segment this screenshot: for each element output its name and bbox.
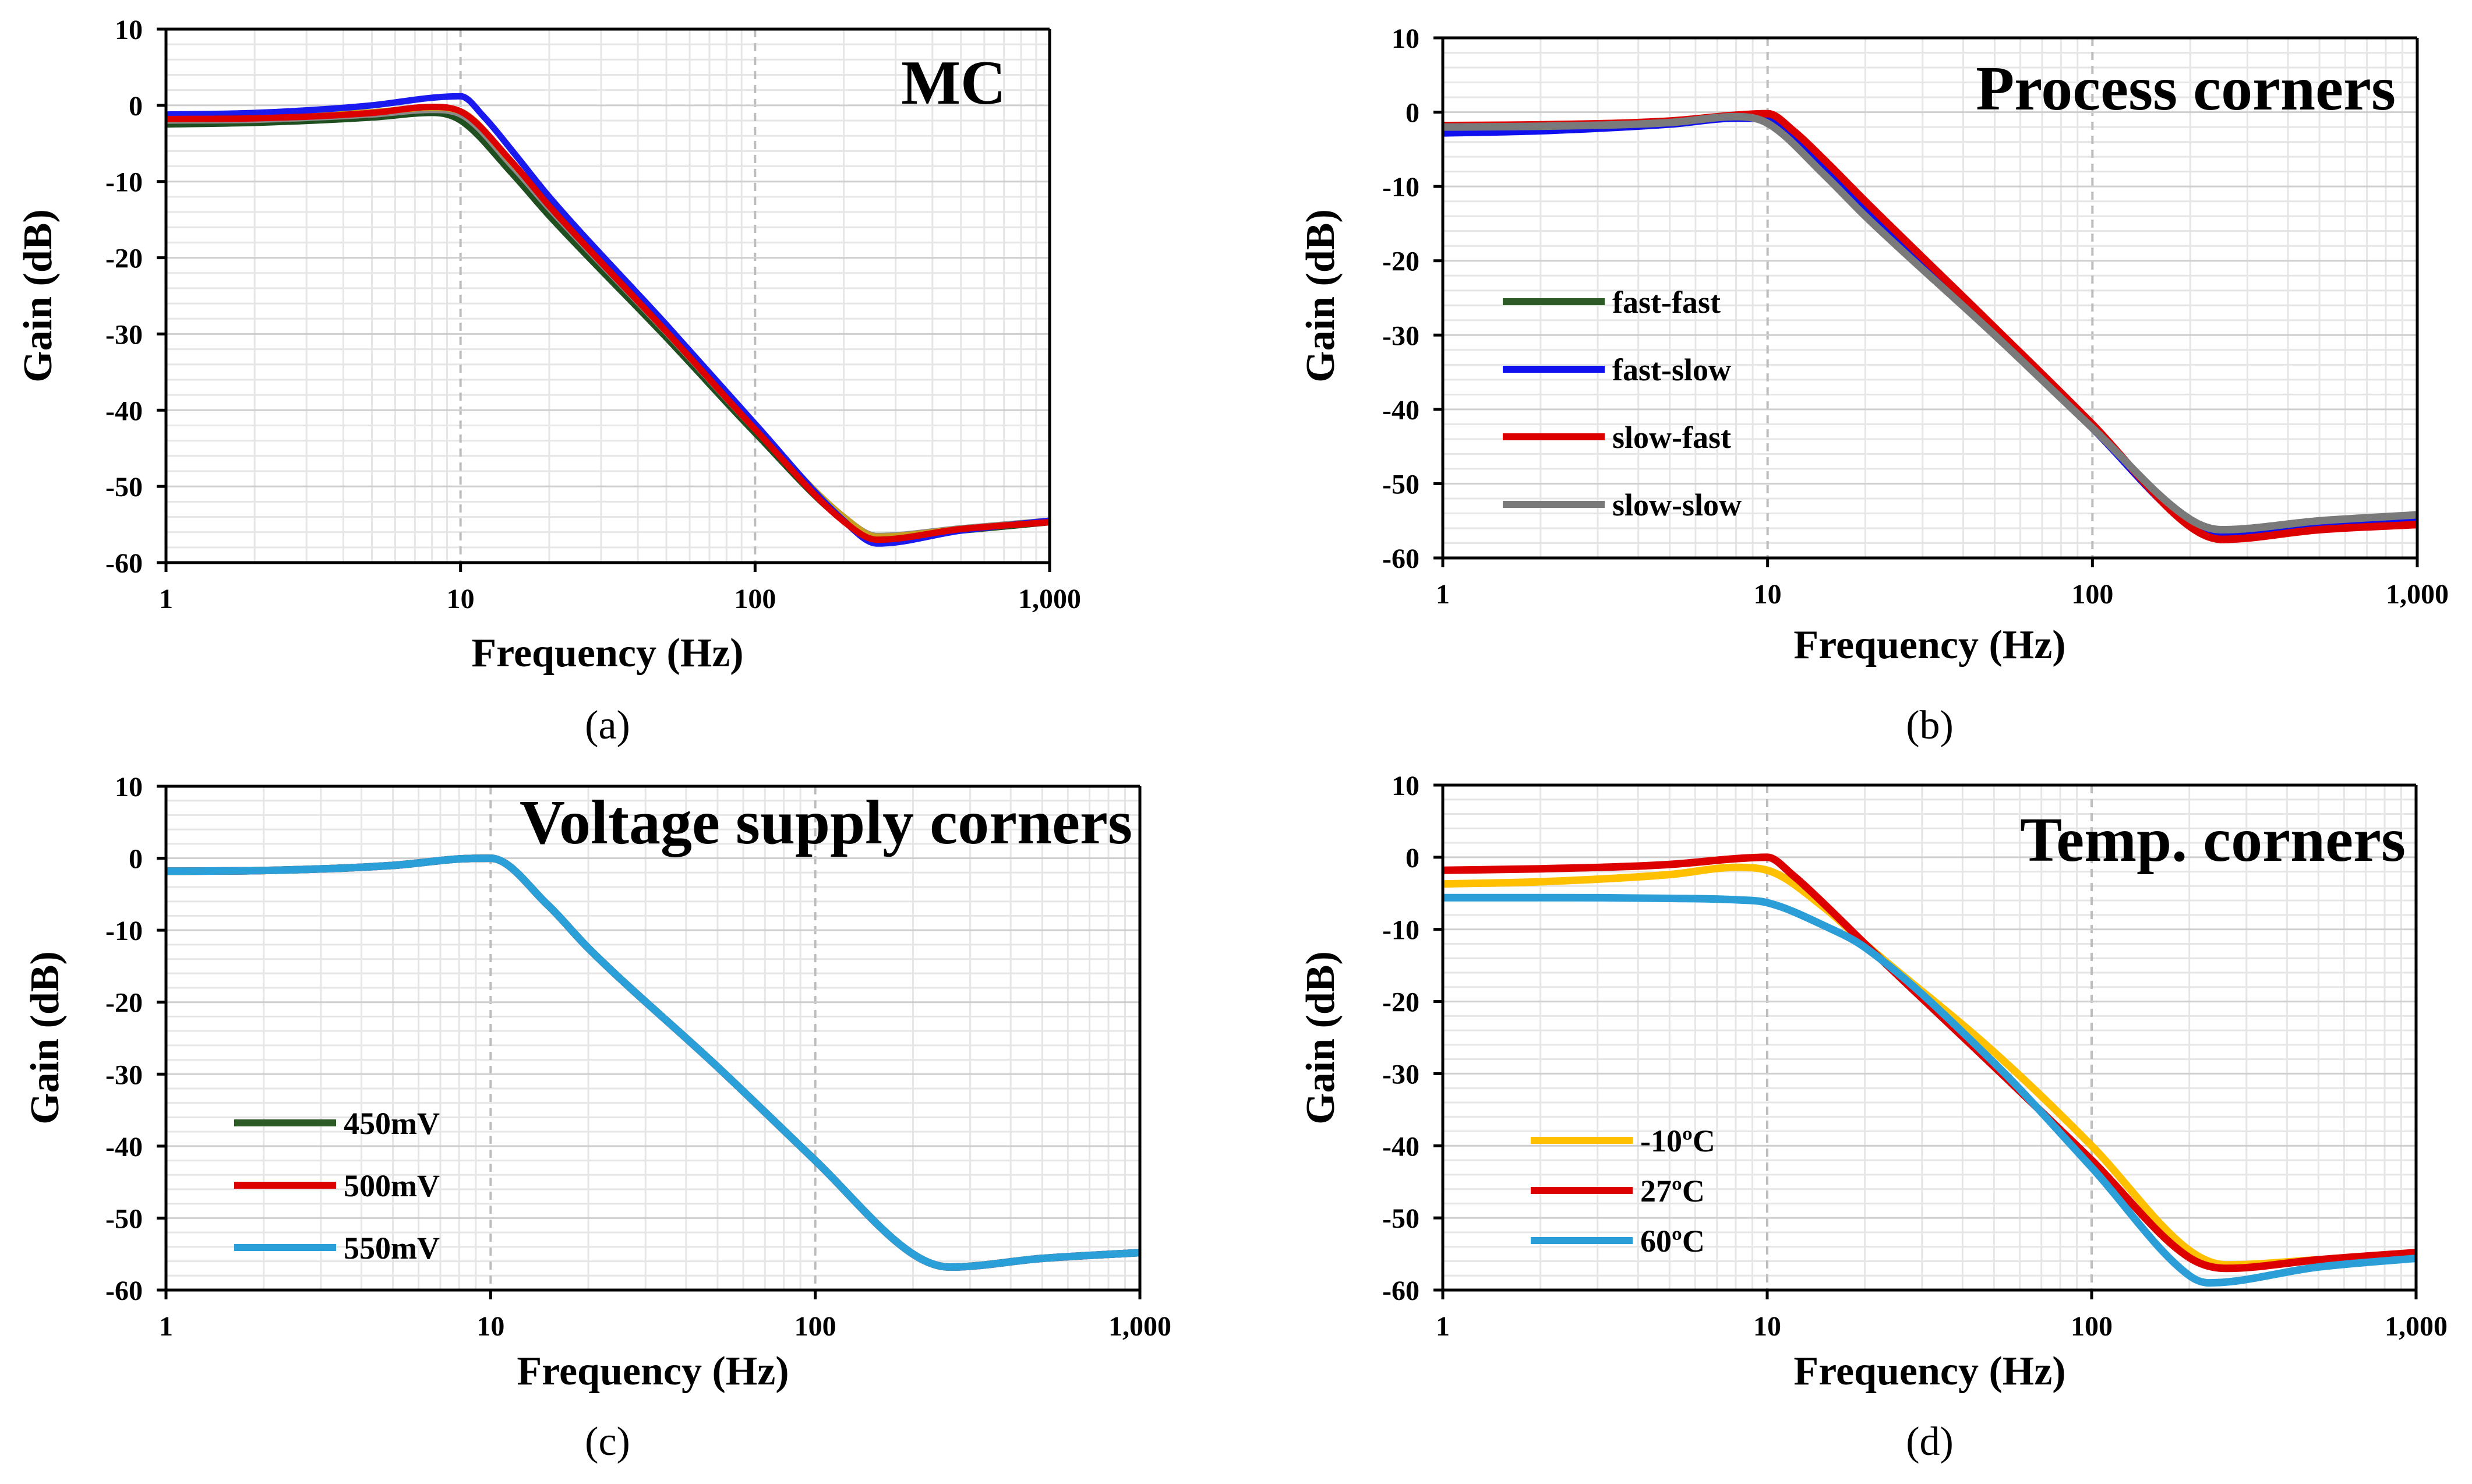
series-line <box>1443 112 2417 533</box>
y-tick-label: -10 <box>1382 172 1419 203</box>
x-tick-label: 1,000 <box>1018 584 1081 614</box>
x-tick-label: 10 <box>1753 1311 1781 1342</box>
series-line <box>166 854 1140 1271</box>
y-tick-label: -60 <box>1382 543 1419 574</box>
legend-label: 450mV <box>344 1106 440 1141</box>
panels: 1 10 100 1,000100-10-20-30-40-50-60Frequenc… <box>16 15 2449 1464</box>
x-tick-label: 1 <box>1436 1311 1450 1342</box>
legend-label: 27ºC <box>1640 1174 1705 1209</box>
legend-label: 60ºC <box>1640 1224 1705 1259</box>
plot-area <box>166 786 1140 1290</box>
y-tick-label: -50 <box>1382 469 1419 500</box>
y-tick-label: 10 <box>115 15 143 45</box>
panel-label: (a) <box>585 703 630 748</box>
x-tick-label: 1 <box>159 584 173 614</box>
chart-panel: 1 10 100 1,000100-10-20-30-40-50-60Frequenc… <box>16 15 1081 748</box>
y-tick-label: -50 <box>105 1203 143 1234</box>
x-tick-label: 100 <box>794 1311 836 1342</box>
x-tick-label: 10 <box>447 584 475 614</box>
y-tick-label: -10 <box>1382 915 1419 946</box>
legend-label: -10ºC <box>1640 1123 1715 1158</box>
x-tick-label: 100 <box>734 584 776 614</box>
chart-title: Process corners <box>1976 54 2396 123</box>
y-tick-label: 10 <box>115 772 143 803</box>
y-tick-label: -50 <box>105 472 143 503</box>
y-tick-label: 0 <box>1405 98 1419 129</box>
y-tick-label: -40 <box>1382 1131 1419 1162</box>
y-axis-title: Gain (dB) <box>16 209 61 383</box>
series-group <box>166 93 1050 547</box>
x-tick-label: 1 <box>1436 579 1450 610</box>
y-tick-label: -30 <box>1382 320 1419 351</box>
series-line <box>1443 893 2416 1287</box>
y-tick-label: -20 <box>1382 246 1419 277</box>
series-line <box>166 104 1050 543</box>
y-tick-label: -10 <box>105 916 143 946</box>
y-tick-label: -20 <box>105 988 143 1019</box>
legend-label: 500mV <box>344 1168 440 1203</box>
y-tick-label: -20 <box>1382 987 1419 1018</box>
legend: -10ºC 27ºC 60ºC <box>1531 1123 1715 1259</box>
chart-panel: 1 10 100 1,000100-10-20-30-40-50-60Frequenc… <box>1298 23 2449 748</box>
legend-label: slow-fast <box>1612 420 1731 455</box>
x-axis-title: Frequency (Hz) <box>471 631 743 676</box>
y-axis-title: Gain (dB) <box>1298 951 1343 1125</box>
y-tick-label: -30 <box>1382 1059 1419 1090</box>
y-tick-label: -10 <box>105 167 143 198</box>
y-tick-label: 10 <box>1392 771 1419 801</box>
x-tick-label: 100 <box>2071 1311 2113 1342</box>
legend-label: fast-slow <box>1612 352 1731 387</box>
y-tick-label: 0 <box>1405 843 1419 874</box>
legend-label: fast-fast <box>1612 285 1721 320</box>
x-tick-label: 100 <box>2071 579 2113 610</box>
x-tick-label: 1,000 <box>2386 579 2449 610</box>
y-tick-label: -40 <box>105 395 143 426</box>
y-tick-label: -50 <box>1382 1203 1419 1234</box>
x-tick-label: 10 <box>476 1311 504 1342</box>
y-tick-label: -20 <box>105 243 143 274</box>
x-axis-title: Frequency (Hz) <box>1793 623 2065 667</box>
y-tick-label: -30 <box>105 319 143 350</box>
x-tick-label: 10 <box>1754 579 1782 610</box>
legend: fast-fast fast-slow slow-fast slow-slow <box>1503 285 1742 522</box>
y-tick-label: 0 <box>129 91 143 122</box>
y-tick-label: 0 <box>129 844 143 875</box>
y-tick-label: 10 <box>1392 23 1419 54</box>
x-axis-title: Frequency (Hz) <box>517 1349 789 1394</box>
y-tick-label: -60 <box>1382 1275 1419 1306</box>
legend-label: 550mV <box>344 1231 440 1266</box>
x-tick-label: 1 <box>159 1311 173 1342</box>
y-tick-label: -60 <box>105 1275 143 1306</box>
panel-label: (b) <box>1906 703 1954 748</box>
legend: 450mV 500mV 550mV <box>234 1106 440 1266</box>
y-tick-label: -30 <box>105 1059 143 1090</box>
series-line <box>166 93 1050 547</box>
chart-title: MC <box>901 48 1006 118</box>
x-tick-label: 1,000 <box>1108 1311 1171 1342</box>
series-group <box>1443 853 2416 1287</box>
y-tick-label: -40 <box>1382 395 1419 426</box>
y-axis-title: Gain (dB) <box>23 951 68 1125</box>
y-tick-label: -40 <box>105 1132 143 1163</box>
x-axis-title: Frequency (Hz) <box>1793 1349 2065 1394</box>
panel-label: (d) <box>1906 1419 1954 1464</box>
series-group <box>1443 109 2417 543</box>
chart-panel: 1 10 100 1,000100-10-20-30-40-50-60Frequenc… <box>1298 771 2448 1464</box>
chart-panel: 1 10 100 1,000100-10-20-30-40-50-60Frequenc… <box>23 772 1171 1464</box>
y-axis-title: Gain (dB) <box>1298 209 1343 383</box>
x-tick-label: 1,000 <box>2385 1311 2448 1342</box>
y-tick-label: -60 <box>105 548 143 579</box>
series-group <box>166 854 1140 1271</box>
legend-label: slow-slow <box>1612 487 1742 522</box>
chart-title: Voltage supply corners <box>520 788 1132 857</box>
panel-label: (c) <box>585 1419 630 1464</box>
chart-title: Temp. corners <box>2020 805 2406 875</box>
